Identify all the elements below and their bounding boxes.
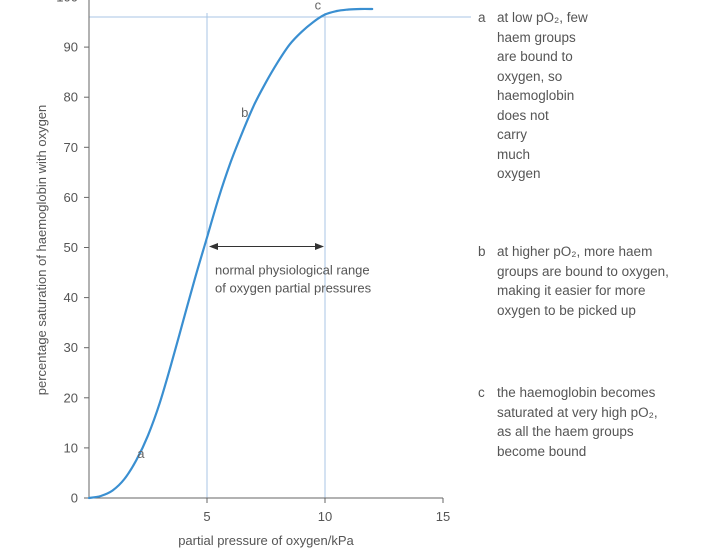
note-line: haemoglobin xyxy=(497,88,575,103)
note-line: saturated at very high pO₂, xyxy=(497,404,658,420)
note-line: oxygen, so xyxy=(497,68,563,84)
point-label-c: c xyxy=(315,0,322,13)
x-tick-label: 5 xyxy=(203,509,210,524)
point-labels: a b c xyxy=(137,0,321,461)
note-line: are bound to xyxy=(497,49,573,64)
note-body: the haemoglobin becomes saturated at ver… xyxy=(497,383,712,461)
note-body: at higher pO₂, more haem groups are boun… xyxy=(497,242,712,320)
reference-lines xyxy=(89,13,471,498)
x-tick-label: 15 xyxy=(436,509,450,524)
y-tick-label: 90 xyxy=(64,40,78,55)
note-line: oxygen to be picked up xyxy=(497,302,636,318)
y-tick-label: 10 xyxy=(64,440,78,455)
range-label-line: of oxygen partial pressures xyxy=(215,281,372,296)
range-arrow-head-right xyxy=(315,243,324,250)
note-key: a xyxy=(478,10,486,25)
curve-layer xyxy=(87,7,374,500)
note-key: c xyxy=(478,385,485,400)
note-line: much xyxy=(497,146,531,162)
note-line: as all the haem groups xyxy=(497,424,634,439)
note-line: become bound xyxy=(497,443,587,459)
note-line: oxygen xyxy=(497,166,541,181)
note-line: does not xyxy=(497,107,549,123)
point-label-b: b xyxy=(241,105,248,120)
note-line: the haemoglobin becomes xyxy=(497,385,656,400)
y-axis-label: percentage saturation of haemoglobin wit… xyxy=(34,105,49,396)
y-tick-label: 50 xyxy=(64,240,78,255)
axes: 0 10 20 30 40 50 60 70 80 90 100 5 10 15 xyxy=(56,0,450,524)
y-tick-label: 100 xyxy=(56,0,78,5)
y-tick-label: 0 xyxy=(71,491,78,506)
y-tick-label: 40 xyxy=(64,290,78,305)
note-line: groups are bound to oxygen, xyxy=(497,263,669,279)
y-tick-label: 20 xyxy=(64,390,78,405)
note-line: making it easier for more xyxy=(497,283,646,298)
note-key: b xyxy=(478,244,486,259)
y-tick-label: 60 xyxy=(64,190,78,205)
note-body: at low pO₂, few haem groups are bound to… xyxy=(497,8,712,184)
y-tick-label: 80 xyxy=(64,90,78,105)
dissociation-curve xyxy=(87,7,374,500)
point-label-a: a xyxy=(137,446,145,461)
note-line: at higher pO₂, more haem xyxy=(497,244,653,259)
y-tick-label: 70 xyxy=(64,140,78,155)
x-tick-label: 10 xyxy=(318,509,332,524)
x-axis-label: partial pressure of oxygen/kPa xyxy=(178,533,354,548)
range-arrow-group: normal physiological range of oxygen part… xyxy=(209,243,372,296)
y-tick-label: 30 xyxy=(64,340,78,355)
range-label-line: normal physiological range xyxy=(215,263,370,278)
note-line: at low pO₂, few xyxy=(497,10,588,25)
note-line: haem groups xyxy=(497,29,576,45)
note-line: carry xyxy=(497,127,527,142)
range-arrow-head-left xyxy=(209,243,218,250)
